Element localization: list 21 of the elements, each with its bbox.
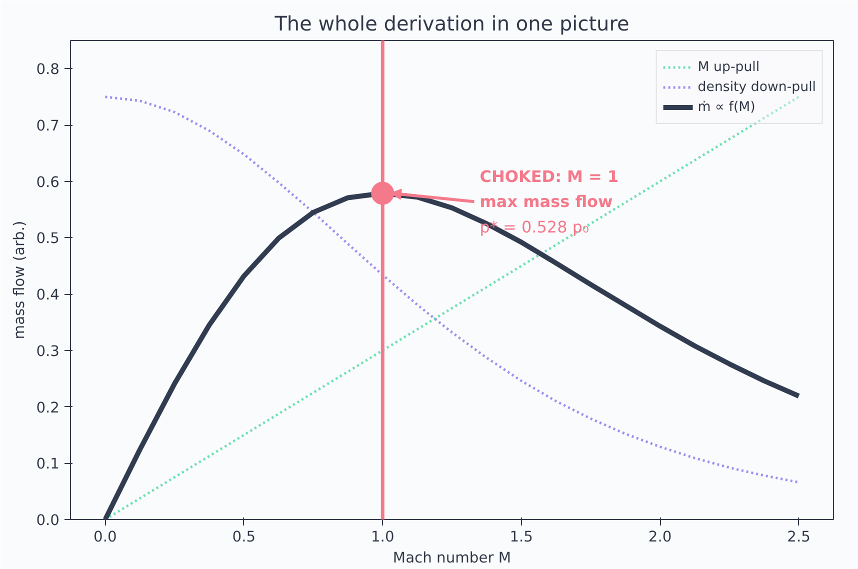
y-tick-label: 0.7: [36, 118, 60, 135]
chart-title: The whole derivation in one picture: [274, 12, 630, 36]
x-tick-label: 0.0: [94, 528, 117, 546]
x-tick-label: 1.0: [370, 528, 394, 546]
y-tick-label: 0.8: [36, 61, 60, 78]
x-tick-label: 2.0: [648, 528, 672, 546]
y-tick-label: 0.3: [36, 342, 60, 360]
x-tick-label: 2.5: [787, 528, 810, 546]
legend-label: density down-pull: [698, 80, 816, 94]
y-tick-label: 0.2: [36, 399, 60, 416]
y-axis-title: mass flow (arb.): [11, 220, 28, 340]
y-tick-label: 0.5: [36, 230, 60, 248]
y-tick-label: 0.6: [36, 174, 60, 191]
x-tick-label: 1.5: [510, 528, 534, 546]
legend-label: ṁ ∝ f(M): [698, 100, 756, 114]
legend-label: M up-pull: [698, 60, 760, 74]
y-tick-label: 0.0: [36, 512, 60, 529]
x-tick-label: 0.5: [232, 528, 256, 546]
y-tick-label: 0.4: [36, 286, 60, 304]
y-tick-label: 0.1: [36, 456, 60, 473]
x-axis-title: Mach number M: [392, 550, 512, 566]
